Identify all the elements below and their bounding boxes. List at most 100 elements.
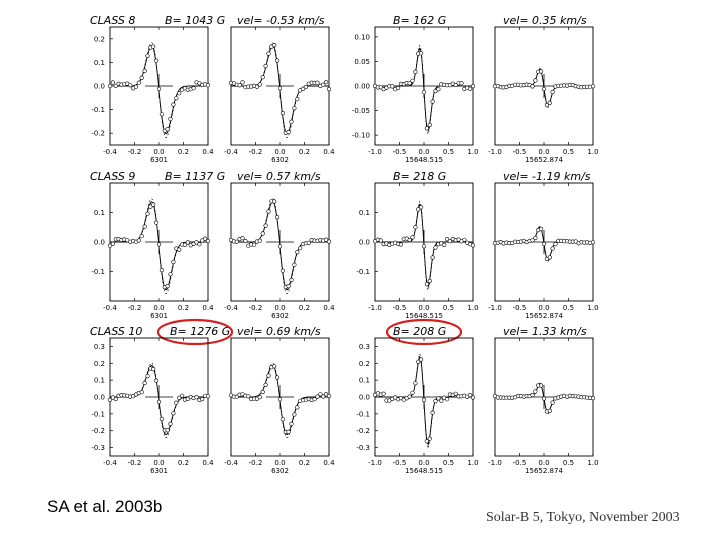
observed-point — [277, 86, 283, 91]
observed-point — [433, 399, 438, 404]
observed-point — [324, 392, 329, 397]
observed-point — [234, 239, 239, 244]
observed-point — [240, 236, 245, 241]
observed-point — [413, 69, 418, 74]
x-tick-label: 0.2 — [299, 459, 310, 467]
x-tick-label: -0.5 — [393, 148, 407, 156]
observed-point — [421, 244, 427, 249]
observed-point — [573, 239, 578, 244]
observed-point — [139, 234, 144, 239]
observed-point — [139, 75, 144, 80]
x-tick-label: 1.0 — [467, 304, 478, 312]
observed-point — [533, 235, 538, 241]
y-tick-label: 0.1 — [94, 377, 105, 385]
x-tick-label: -1.0 — [488, 148, 502, 156]
observed-point — [266, 209, 271, 214]
observed-point — [427, 122, 432, 128]
x-tick-label: -0.4 — [103, 148, 117, 156]
observed-point — [410, 235, 415, 240]
row2-vel-label: vel= 0.57 km/s — [237, 170, 321, 183]
observed-point — [421, 90, 427, 95]
observed-point — [286, 130, 291, 135]
observed-point — [318, 392, 323, 397]
row2-class-label: CLASS 9 — [90, 170, 135, 183]
x-tick-label: -1.0 — [368, 459, 382, 467]
x-tick-label: 0.4 — [202, 148, 214, 156]
footer-label: Solar-B 5, Tokyo, November 2003 — [486, 510, 680, 525]
x-tick-label: -0.2 — [249, 459, 263, 467]
observed-point — [538, 69, 544, 74]
y-tick-label: 0.00 — [354, 83, 370, 91]
observed-point — [470, 243, 476, 248]
y-tick-label: -0.1 — [91, 106, 105, 114]
x-tick-label: -1.0 — [488, 304, 502, 312]
observed-point — [459, 81, 464, 86]
observed-point — [550, 89, 555, 95]
observed-point — [205, 83, 211, 88]
x-tick-label: 1.0 — [467, 459, 478, 467]
observed-point — [275, 58, 280, 63]
x-tick-label: -0.2 — [128, 304, 142, 312]
x-tick-label: 0.0 — [274, 459, 285, 467]
y-tick-label: 0.1 — [359, 377, 370, 385]
observed-point — [240, 80, 245, 85]
observed-point — [550, 246, 555, 251]
y-tick-label: 0.05 — [354, 58, 370, 66]
observed-point — [277, 244, 283, 249]
x-tick-label: 0.4 — [323, 148, 335, 156]
observed-point — [416, 359, 421, 364]
observed-point — [326, 393, 332, 399]
panel-grid: -0.4 -0.2 0.0 0.2 0.4 6301 0.2 0.1 0.0 -0.1 -0.2 -0… — [91, 26, 599, 475]
highlight-ellipse-field-6301 — [156, 318, 234, 346]
x-tick-label: 0.0 — [418, 459, 429, 467]
row3-vel2-label: vel= 1.33 km/s — [503, 325, 587, 338]
x-tick-label: 0.2 — [178, 304, 189, 312]
observed-point — [177, 91, 182, 96]
observed-point — [553, 242, 558, 247]
x-axis-label: 6302 — [271, 467, 289, 475]
observed-point — [447, 239, 453, 244]
y-tick-label: 0.0 — [94, 394, 105, 402]
observed-point — [424, 439, 430, 444]
observed-point — [280, 110, 286, 116]
observed-point — [260, 389, 265, 395]
y-tick-label: 0.3 — [359, 343, 370, 351]
observed-point — [292, 412, 297, 417]
observed-point — [430, 410, 435, 415]
y-tick-label: 0.0 — [94, 239, 105, 247]
x-tick-label: -0.5 — [513, 304, 527, 312]
observed-point — [107, 397, 113, 403]
observed-point — [145, 211, 150, 216]
x-tick-label: -1.0 — [368, 304, 382, 312]
observed-point — [453, 391, 458, 396]
y-tick-label: -0.1 — [91, 410, 105, 418]
observed-point — [390, 84, 395, 89]
observed-point — [110, 80, 115, 85]
observed-point — [541, 241, 547, 247]
observed-point — [544, 102, 550, 108]
observed-point — [326, 239, 332, 244]
x-axis-label: 6302 — [271, 312, 289, 320]
observed-point — [165, 127, 170, 132]
observed-point — [159, 268, 164, 273]
y-tick-label: -0.3 — [91, 444, 105, 452]
observed-point — [295, 97, 300, 102]
observed-point — [266, 373, 271, 378]
observed-point — [286, 429, 291, 435]
observed-point — [275, 375, 280, 380]
x-tick-label: -0.2 — [249, 304, 263, 312]
x-tick-label: 1.0 — [467, 148, 478, 156]
observed-point — [530, 84, 535, 89]
y-tick-label: -0.2 — [356, 427, 370, 435]
observed-point — [421, 397, 427, 403]
row1-vel-label: vel= -0.53 km/s — [237, 14, 325, 27]
observed-point — [136, 80, 141, 85]
x-tick-label: 0.0 — [418, 148, 429, 156]
row3-class-label: CLASS 10 — [90, 325, 142, 338]
row2-field2-label: B= 218 G — [393, 170, 446, 183]
observed-point — [533, 389, 538, 394]
x-axis-label: 6302 — [271, 156, 289, 164]
y-tick-label: 0.1 — [94, 209, 105, 217]
observed-point — [312, 397, 317, 402]
observed-point — [257, 395, 262, 400]
